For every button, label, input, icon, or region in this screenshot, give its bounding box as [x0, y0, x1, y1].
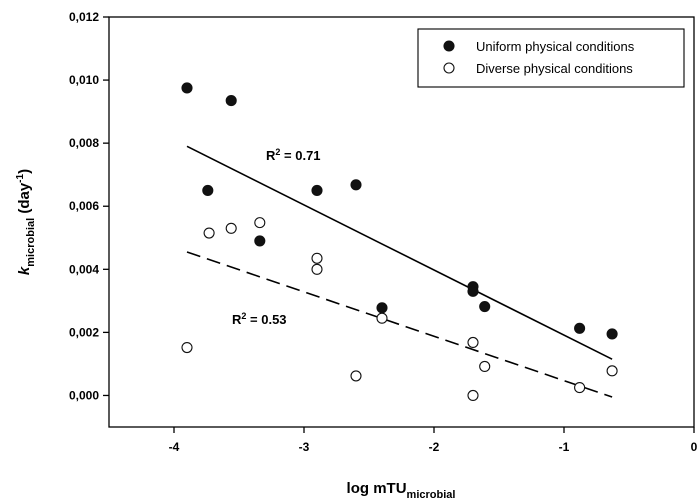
data-point-diverse — [311, 252, 323, 264]
data-point-diverse — [467, 389, 479, 402]
data-point-uniform — [311, 184, 323, 197]
fit-line-diverse — [186, 251, 613, 398]
data-point-uniform — [574, 322, 586, 334]
y-tick-label: 0,010 — [69, 73, 99, 87]
data-point-diverse — [467, 336, 479, 349]
data-point-diverse — [479, 360, 491, 372]
data-point-uniform — [254, 235, 266, 247]
legend-marker — [443, 62, 455, 74]
y-tick-label: 0,006 — [69, 199, 99, 213]
x-tick-label: -4 — [169, 440, 180, 454]
data-point-uniform — [376, 302, 388, 314]
legend-marker — [443, 40, 455, 52]
legend-box — [417, 28, 685, 88]
x-tick-label: -1 — [559, 440, 570, 454]
legend-label: Uniform physical conditions — [476, 39, 635, 54]
data-point-uniform — [350, 179, 362, 191]
plot-frame — [108, 16, 695, 428]
data-point-diverse — [254, 217, 266, 229]
y-tick-label: 0,004 — [69, 262, 99, 276]
data-point-diverse — [350, 370, 362, 382]
data-point-diverse — [311, 263, 323, 275]
data-point-diverse — [376, 312, 388, 324]
y-tick-label: 0,012 — [69, 10, 99, 24]
data-point-diverse — [203, 227, 215, 239]
data-point-diverse — [225, 222, 237, 234]
data-point-diverse — [181, 341, 193, 354]
y-tick-label: 0,008 — [69, 136, 99, 150]
fit-line-uniform — [186, 145, 613, 360]
data-point-uniform — [181, 82, 193, 94]
r2-annotation: R2 = 0.71 — [266, 147, 321, 163]
data-point-uniform — [479, 300, 491, 313]
data-point-diverse — [606, 365, 618, 377]
data-point-uniform — [225, 95, 237, 107]
x-axis-title: log mTUmicrobial — [347, 480, 456, 499]
r2-annotation: R2 = 0.53 — [232, 311, 287, 327]
data-point-diverse — [574, 382, 586, 394]
x-tick-label: -2 — [429, 440, 440, 454]
x-tick-label: -3 — [299, 440, 310, 454]
y-tick-label: 0,000 — [69, 388, 99, 402]
y-axis-title: kmicrobial (day-1) — [15, 169, 37, 275]
data-point-uniform — [202, 184, 214, 197]
data-point-uniform — [606, 328, 618, 340]
legend-label: Diverse physical conditions — [476, 61, 633, 76]
y-tick-label: 0,002 — [69, 325, 99, 339]
data-point-uniform — [467, 285, 479, 297]
x-tick-label: 0 — [691, 440, 698, 454]
